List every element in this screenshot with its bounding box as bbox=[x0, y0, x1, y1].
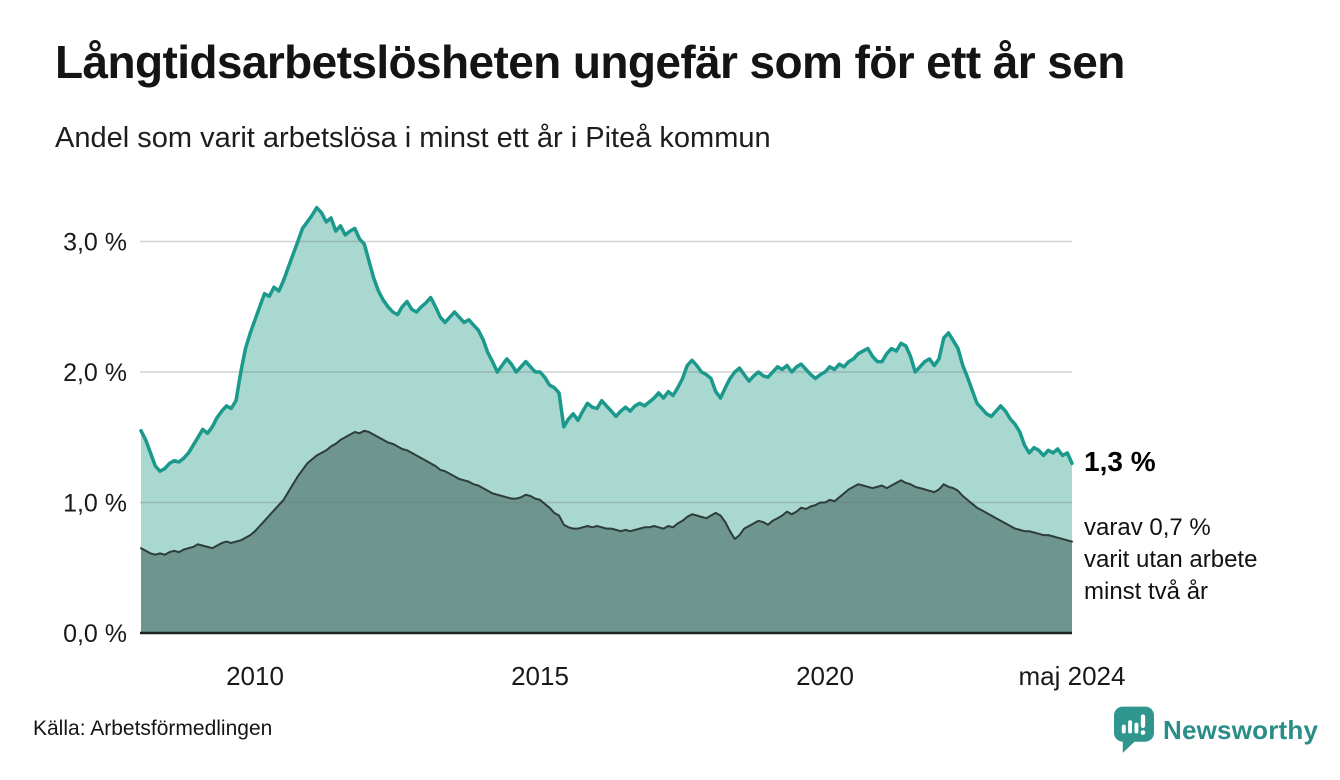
line-minst-ett-ar bbox=[139, 205, 1074, 473]
bar-chart-speech-bubble-icon bbox=[1114, 706, 1154, 753]
latest-value-sublabel: varav 0,7 % varit utan arbete minst två … bbox=[1084, 512, 1257, 608]
area-fill-minst-tva-ar bbox=[141, 430, 1072, 633]
line-minst-tva-ar bbox=[140, 429, 1073, 556]
latest-value-label: 1,3 % bbox=[1084, 446, 1156, 477]
bar-medium bbox=[1128, 720, 1133, 734]
bar-small bbox=[1121, 724, 1126, 734]
x-tick-label: 2010 bbox=[226, 661, 284, 691]
y-tick-label: 0,0 % bbox=[63, 620, 127, 648]
bar-tall bbox=[1134, 722, 1139, 734]
exclamation-dot bbox=[1140, 730, 1146, 735]
sublabel-line-2: varit utan arbete bbox=[1084, 546, 1258, 573]
exclamation-bar bbox=[1140, 714, 1146, 729]
x-tick-label: 2020 bbox=[796, 661, 854, 691]
sublabel-line-3: minst två år bbox=[1084, 578, 1209, 605]
page-title: Långtidsarbetslösheten ungefär som för e… bbox=[55, 36, 1125, 88]
source-label: Källa: Arbetsförmedlingen bbox=[33, 717, 273, 740]
newsworthy-wordmark: Newsworthy bbox=[1163, 714, 1319, 745]
y-tick-label: 3,0 % bbox=[63, 229, 127, 257]
speech-bubble-shape bbox=[1114, 706, 1154, 753]
y-tick-label: 2,0 % bbox=[63, 359, 127, 387]
x-tick-label: 2015 bbox=[511, 661, 569, 691]
x-tick-label: maj 2024 bbox=[1019, 661, 1126, 691]
sublabel-line-1: varav 0,7 % bbox=[1084, 514, 1211, 541]
page-subtitle: Andel som varit arbetslösa i minst ett å… bbox=[55, 122, 771, 154]
y-tick-label: 1,0 % bbox=[63, 490, 127, 518]
newsworthy-logo[interactable]: Newsworthy bbox=[1114, 706, 1318, 754]
